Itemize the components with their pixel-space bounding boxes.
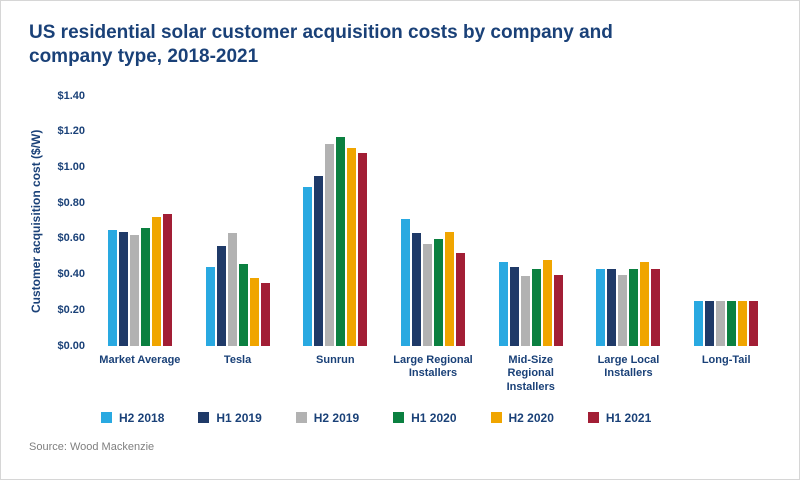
legend-swatch <box>101 412 112 424</box>
legend-swatch <box>393 412 405 424</box>
bar-group <box>189 96 287 346</box>
y-tick-label: $0.80 <box>57 196 85 209</box>
bar-h1-2019 <box>216 245 226 346</box>
bar-group <box>286 96 384 346</box>
bar-h1-2019 <box>412 232 422 346</box>
bar-h2-2019 <box>520 275 530 346</box>
bar-h1-2021 <box>553 274 563 346</box>
category-label: Mid-Size Regional Installers <box>506 353 555 394</box>
category-label: Sunrun <box>316 353 355 366</box>
legend-label: H2 2018 <box>119 410 165 425</box>
y-tick-label: $0.20 <box>57 303 85 316</box>
bar-h2-2020 <box>445 231 455 346</box>
category-label: Large Local Installers <box>597 353 660 380</box>
bar-h1-2020 <box>434 238 444 346</box>
legend-swatch <box>295 412 307 424</box>
chart-title: US residential solar customer acquisitio… <box>29 22 613 68</box>
bar-h1-2020 <box>238 263 248 346</box>
bar-h1-2021 <box>651 268 661 346</box>
bar-group <box>384 96 482 346</box>
legend-label: H1 2019 <box>216 410 262 425</box>
bar-h1-2019 <box>607 268 617 346</box>
legend-label: H1 2021 <box>605 410 652 425</box>
bar-group <box>482 96 580 346</box>
bar-h2-2019 <box>129 234 139 346</box>
y-tick-label: $0.00 <box>57 339 85 352</box>
bar-h1-2019 <box>705 300 715 346</box>
bar-h2-2018 <box>205 266 215 346</box>
y-tick-label: $0.40 <box>57 268 85 281</box>
bar-h2-2018 <box>107 229 117 346</box>
legend-item: H1 2021 <box>587 410 652 425</box>
category-label: Market Average <box>99 353 181 366</box>
legend-label: H2 2020 <box>508 410 554 425</box>
legend: H2 2018 H1 2019 H2 2019 H1 2020 H2 2020 H1 20… <box>101 411 775 425</box>
y-axis-ticks: $0.00 $0.20 $0.40 $0.60 $0.80 $1.00 $1.20 $1.40 <box>47 90 91 352</box>
bar-h2-2020 <box>347 147 357 346</box>
y-tick-label: $1.20 <box>57 125 85 138</box>
bar-h1-2020 <box>727 300 737 346</box>
legend-item: H2 2019 <box>295 410 360 425</box>
legend-item: H1 2019 <box>198 410 262 425</box>
legend-swatch <box>490 412 502 424</box>
bar-h1-2019 <box>314 175 324 346</box>
plot-column: Market Average Tesla Sunrun Large Regional I… <box>91 96 775 395</box>
bar-h2-2018 <box>596 268 606 346</box>
bar-h2-2020 <box>249 277 259 346</box>
bar-h1-2020 <box>531 268 541 346</box>
chart-area: Customer acquisition cost ($/W) $0.00 $0.… <box>29 90 775 395</box>
category-label: Long-Tail <box>701 353 751 366</box>
bar-h1-2021 <box>260 282 270 346</box>
bar-h2-2018 <box>401 218 411 346</box>
bar-h2-2019 <box>423 243 433 346</box>
y-tick-label: $1.00 <box>57 161 85 174</box>
bar-h2-2020 <box>738 300 748 346</box>
bar-h2-2018 <box>303 186 313 346</box>
legend-swatch <box>198 412 210 424</box>
y-tick-label: $0.60 <box>57 232 85 245</box>
bar-h2-2018 <box>498 261 508 346</box>
bar-h1-2021 <box>456 252 466 346</box>
bar-h1-2019 <box>509 266 519 346</box>
bar-group <box>677 96 775 346</box>
bar-h2-2018 <box>694 300 704 346</box>
bar-h1-2021 <box>749 300 759 346</box>
bar-h2-2019 <box>227 232 237 346</box>
bar-group <box>580 96 678 346</box>
legend-swatch <box>587 412 599 424</box>
y-axis-title: Customer acquisition cost ($/W) <box>29 128 43 313</box>
bar-h2-2019 <box>716 300 726 346</box>
bar-h1-2020 <box>629 268 639 346</box>
legend-item: H2 2020 <box>490 410 554 425</box>
plot-groups <box>91 96 775 346</box>
bar-h2-2020 <box>640 261 650 346</box>
bar-h1-2019 <box>118 231 128 346</box>
bar-h2-2020 <box>151 216 161 346</box>
bar-h1-2021 <box>162 213 172 346</box>
category-label: Large Regional Installers <box>393 353 473 380</box>
bar-group <box>91 96 189 346</box>
bar-h2-2020 <box>542 259 552 346</box>
y-tick-label: $1.40 <box>57 89 85 102</box>
legend-item: H1 2020 <box>393 410 457 425</box>
bar-h2-2019 <box>618 274 628 346</box>
legend-label: H2 2019 <box>313 410 360 425</box>
bar-h2-2019 <box>325 143 335 346</box>
legend-label: H1 2020 <box>411 410 457 425</box>
bar-h1-2020 <box>140 227 150 346</box>
legend-item: H2 2018 <box>101 411 164 425</box>
bar-h1-2021 <box>358 152 368 346</box>
bar-h1-2020 <box>336 136 346 346</box>
source-note: Source: Wood Mackenzie <box>29 440 155 453</box>
category-label: Tesla <box>223 353 252 366</box>
x-axis-labels: Market Average Tesla Sunrun Large Regional I… <box>91 354 775 395</box>
